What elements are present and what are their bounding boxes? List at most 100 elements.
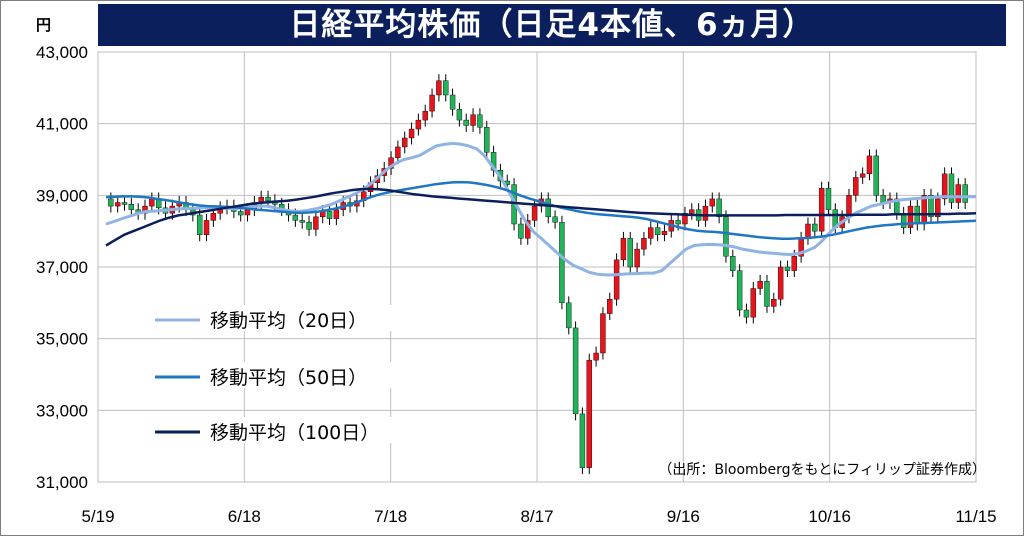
candle-up: [402, 137, 408, 148]
candle-up: [607, 299, 613, 314]
candle-up: [777, 266, 784, 300]
candle-down: [928, 195, 934, 218]
candle-down: [572, 327, 579, 415]
ma100-line: [105, 187, 977, 247]
candle-up: [436, 80, 442, 96]
candle-down: [518, 223, 524, 239]
candle-down: [812, 223, 818, 232]
candle-down: [675, 220, 681, 225]
candle-down: [443, 80, 449, 96]
candle-up: [210, 213, 217, 221]
candle-down: [764, 281, 770, 307]
candle-up: [750, 288, 756, 318]
candle-down: [566, 302, 572, 329]
candlesticks: [108, 74, 968, 475]
candle-down: [873, 155, 880, 196]
candle-down: [880, 195, 886, 203]
y-tick-label: 37,000: [36, 258, 88, 277]
chart-title: 日経平均株価（日足4本値、6ヵ月）: [98, 4, 1006, 46]
ma20-line: [105, 141, 976, 277]
candle-up: [689, 209, 695, 214]
y-tick-label: 33,000: [36, 401, 88, 420]
candle-up: [702, 205, 709, 221]
candle-up: [921, 195, 927, 225]
candle-up: [846, 195, 852, 218]
candle-down: [108, 198, 114, 207]
candle-up: [114, 202, 121, 207]
candle-up: [682, 213, 688, 225]
x-tick-label: 5/19: [81, 507, 114, 526]
x-tick-labels: 5/19 6/18 7/18 8/17 9/16 10/16 11/15: [81, 507, 996, 526]
x-tick-label: 6/18: [228, 507, 261, 526]
source-note: （出所：Bloombergをもとにフィリップ証券作成）: [658, 462, 986, 478]
candle-down: [736, 270, 743, 311]
candle-up: [866, 155, 873, 175]
candle-up: [613, 259, 620, 300]
candle-up: [531, 205, 538, 221]
legend: 移動平均（20日） 移動平均（50日） 移動平均（100日）: [152, 305, 402, 444]
candle-down: [948, 173, 955, 203]
y-tick-label: 35,000: [36, 330, 88, 349]
candle-down: [484, 127, 490, 153]
candle-up: [648, 227, 654, 239]
candle-down: [265, 196, 271, 201]
candle-up: [149, 198, 155, 207]
candle-down: [730, 256, 736, 271]
candle-down: [559, 222, 565, 304]
candle-up: [313, 216, 319, 230]
candle-up: [203, 220, 210, 235]
moving-average-lines: [105, 141, 977, 277]
legend-label: 移動平均（20日）: [210, 310, 367, 332]
candle-up: [709, 198, 715, 207]
candle-up: [661, 230, 668, 235]
candle-up: [470, 114, 476, 126]
candle-down: [449, 94, 456, 110]
candle-down: [784, 266, 791, 271]
candle-up: [620, 238, 627, 261]
y-tick-label: 31,000: [36, 473, 88, 492]
candle-down: [627, 238, 633, 268]
candle-up: [941, 173, 948, 200]
x-tick-label: 10/16: [808, 507, 851, 526]
candle-down: [292, 214, 299, 221]
candle-up: [634, 248, 640, 268]
candle-down: [716, 198, 722, 218]
candle-up: [422, 110, 428, 121]
legend-label: 移動平均（50日）: [210, 367, 367, 389]
candle-up: [791, 256, 797, 271]
candle-down: [121, 202, 128, 205]
candle-up: [771, 299, 777, 307]
candle-down: [463, 119, 469, 126]
candle-down: [825, 187, 832, 210]
candle-down: [723, 216, 729, 257]
y-tick-labels: 31,000 33,000 35,000 37,000 39,000 41,000 43,0…: [36, 43, 88, 492]
y-tick-label: 43,000: [36, 43, 88, 62]
legend-bg: [152, 305, 402, 331]
candle-down: [128, 204, 135, 210]
ma50-line: [105, 180, 977, 240]
candle-up: [757, 281, 763, 289]
x-tick-label: 8/17: [520, 507, 553, 526]
candle-down: [743, 309, 750, 318]
candle-down: [545, 198, 551, 218]
candle-down: [962, 184, 968, 203]
y-tick-label: 39,000: [36, 186, 88, 205]
candle-up: [593, 352, 599, 361]
candle-down: [306, 222, 312, 230]
legend-bg: [152, 362, 402, 388]
candle-up: [641, 238, 647, 250]
candle-up: [955, 184, 962, 203]
candle-up: [859, 173, 866, 178]
x-tick-label: 7/18: [374, 507, 407, 526]
x-tick-label: 9/16: [667, 507, 700, 526]
candle-up: [818, 187, 825, 232]
candle-up: [429, 94, 435, 112]
y-axis-unit: 円: [36, 16, 52, 34]
candle-up: [805, 223, 811, 239]
candle-up: [935, 198, 941, 218]
candle-up: [586, 359, 592, 468]
candle-up: [907, 205, 914, 228]
candle-up: [415, 119, 422, 130]
legend-label: 移動平均（100日）: [210, 422, 379, 444]
